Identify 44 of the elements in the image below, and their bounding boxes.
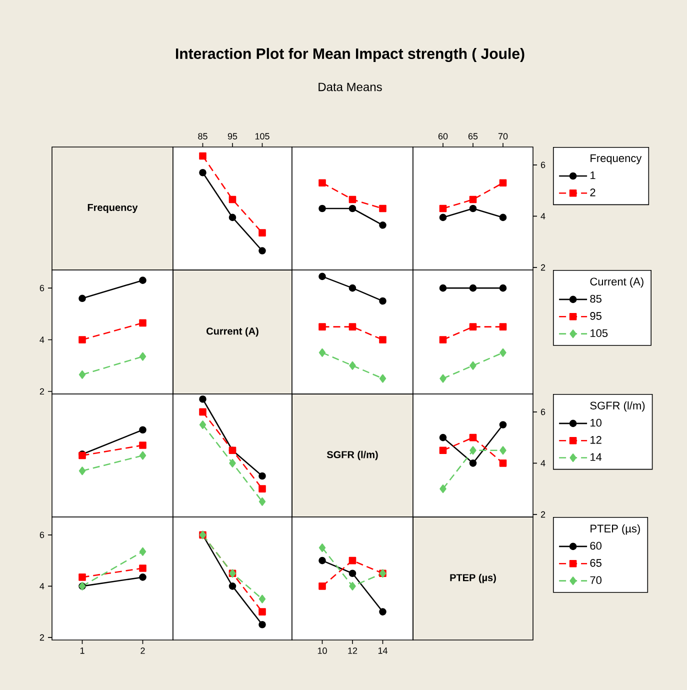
x-tick-label: 12 <box>348 648 358 654</box>
legend-title: Current (A) <box>590 277 644 288</box>
x-tick-label: 2 <box>140 648 145 654</box>
y-tick-label: 6 <box>540 162 546 168</box>
y-tick-label: 6 <box>40 532 44 538</box>
y-tick-label: 2 <box>540 264 546 271</box>
x-tick-label: 60 <box>438 133 448 140</box>
text: SGFR (l/m) <box>326 450 378 460</box>
legend-label: 10 <box>590 418 602 427</box>
legend-label: 85 <box>590 294 602 303</box>
legend-label: 2 <box>590 188 596 196</box>
legend-label: 105 <box>590 329 608 338</box>
y-tick-label: 4 <box>40 336 44 343</box>
legend-label: 12 <box>590 436 602 444</box>
legend-label: 14 <box>590 453 602 461</box>
legend-title: Frequency <box>590 154 642 164</box>
legend-title: PTEP (µs) <box>590 524 640 535</box>
x-tick-label: 105 <box>255 133 270 140</box>
legend-label: 95 <box>590 312 602 320</box>
text: Frequency <box>88 204 138 213</box>
x-tick-label: 70 <box>498 133 508 140</box>
y-tick-label: 2 <box>40 634 44 641</box>
y-tick-label: 4 <box>540 213 546 220</box>
text: Data Means <box>318 82 382 92</box>
y-tick-label: 4 <box>40 583 44 590</box>
text: Interaction Plot for Mean Impact strength ( Joule) <box>176 48 524 62</box>
text: PTEP (µs) <box>450 574 496 584</box>
x-tick-label: 14 <box>378 648 388 654</box>
legend-label: 1 <box>590 171 596 180</box>
x-tick-label: 10 <box>318 648 327 654</box>
x-tick-label: 65 <box>468 133 478 140</box>
x-tick-label: 95 <box>228 133 238 140</box>
y-tick-label: 6 <box>540 408 546 416</box>
x-tick-label: 85 <box>198 133 208 140</box>
legend-label: 70 <box>590 576 602 584</box>
y-tick-label: 2 <box>540 511 546 518</box>
y-tick-label: 6 <box>40 284 44 292</box>
y-tick-label: 4 <box>540 460 546 466</box>
legend-label: 65 <box>590 559 602 567</box>
text: Current (A) <box>206 327 258 337</box>
x-tick-label: 1 <box>80 648 84 654</box>
y-tick-label: 2 <box>40 388 44 395</box>
legend-label: 60 <box>590 542 602 550</box>
legend-title: SGFR (l/m) <box>590 401 645 412</box>
